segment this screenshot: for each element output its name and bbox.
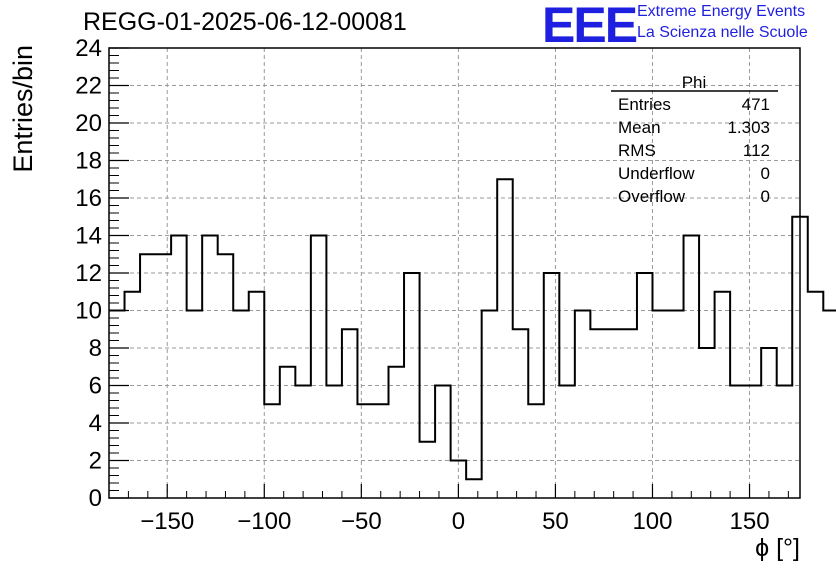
stats-value: 471 (742, 95, 770, 114)
logo-subtitle-2: La Scienza nelle Scuole (637, 24, 808, 41)
stats-value: 1.303 (727, 118, 770, 137)
y-tick-label: 24 (75, 35, 102, 62)
y-tick-label: 10 (75, 298, 102, 325)
x-tick-label: 100 (632, 508, 672, 535)
stats-label: Underflow (618, 164, 695, 183)
stats-value: 0 (761, 187, 770, 206)
y-tick-label: 2 (89, 448, 102, 475)
y-tick-label: 16 (75, 185, 102, 212)
stats-label: Mean (618, 118, 661, 137)
logo-subtitle-1: Extreme Energy Events (637, 3, 806, 20)
stats-title: Phi (682, 73, 707, 92)
stats-value: 112 (743, 141, 770, 160)
grid-lines (109, 48, 800, 498)
x-tick-label: 150 (730, 508, 770, 535)
y-tick-label: 8 (89, 335, 102, 362)
chart-title: REGG-01-2025-06-12-00081 (83, 8, 407, 36)
x-tick-label: −50 (341, 508, 382, 535)
x-axis-label: ϕ [°] (755, 534, 800, 562)
y-tick-label: 12 (75, 260, 102, 287)
y-tick-label: 20 (75, 110, 102, 137)
x-tick-label: −150 (140, 508, 194, 535)
y-tick-label: 0 (89, 485, 102, 512)
stats-box: Phi Entries 471 Mean 1.303 RMS 112 Underflow 0 O… (611, 73, 778, 206)
eee-logo: EEE (542, 0, 638, 53)
y-tick-label: 4 (89, 410, 102, 437)
stats-value: 0 (761, 164, 770, 183)
y-tick-label: 22 (75, 73, 102, 100)
axis-tick-labels: −150 −100 −50 0 50 100 15002468101214161820222… (75, 35, 769, 535)
stats-label: RMS (618, 141, 656, 160)
y-axis-label: Entries/bin (8, 45, 38, 173)
axis-ticks (109, 47, 789, 499)
y-tick-label: 14 (75, 223, 102, 250)
y-tick-label: 18 (75, 148, 102, 175)
histogram-line (109, 178, 836, 481)
x-tick-label: 50 (542, 508, 569, 535)
x-tick-label: −100 (237, 508, 291, 535)
stats-label: Overflow (618, 187, 686, 206)
y-tick-label: 6 (89, 373, 102, 400)
x-tick-label: 0 (452, 508, 465, 535)
stats-label: Entries (618, 95, 671, 114)
